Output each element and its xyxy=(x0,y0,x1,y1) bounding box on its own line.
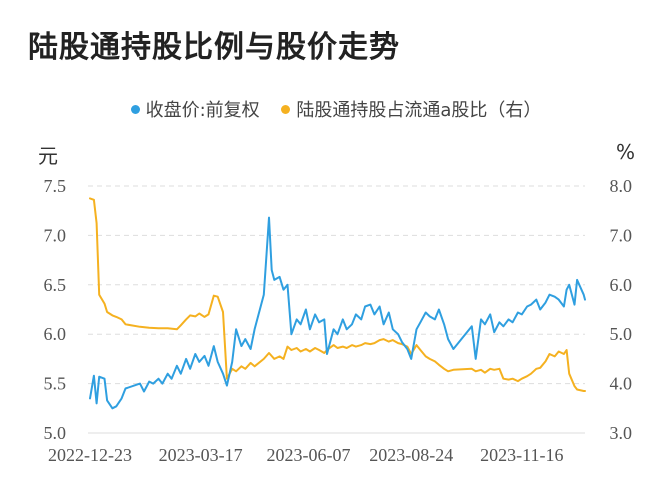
x-tick-label: 2023-03-17 xyxy=(159,445,243,465)
holding-ratio-series-line xyxy=(89,197,586,392)
price-series-line xyxy=(89,216,586,410)
y-right-tick-label: 4.0 xyxy=(610,374,633,394)
y-right-tick-label: 6.0 xyxy=(610,275,633,295)
y-right-tick-label: 5.0 xyxy=(610,324,633,344)
chart-legend: 收盘价:前复权 陆股通持股占流通a股比（右） xyxy=(0,96,672,122)
y-right-tick-label: 7.0 xyxy=(610,225,633,245)
y-left-tick-label: 6.5 xyxy=(44,275,67,295)
x-tick-label: 2023-11-16 xyxy=(480,445,563,465)
legend-label-holding-ratio: 陆股通持股占流通a股比（右） xyxy=(296,100,542,121)
y-left-tick-label: 5.5 xyxy=(44,374,67,394)
y-left-tick-label: 6.0 xyxy=(44,324,67,344)
right-axis-unit: % xyxy=(616,140,636,164)
legend-marker-price xyxy=(130,104,140,114)
x-tick-label: 2023-06-07 xyxy=(267,445,351,465)
x-tick-label: 2023-08-24 xyxy=(369,445,453,465)
legend-marker-holding-ratio xyxy=(281,104,291,114)
x-tick-label: 2022-12-23 xyxy=(48,445,132,465)
y-right-tick-label: 3.0 xyxy=(610,423,633,443)
y-left-tick-label: 5.0 xyxy=(44,423,67,443)
y-right-tick-label: 8.0 xyxy=(610,176,633,196)
chart-title: 陆股通持股比例与股价走势 xyxy=(28,30,400,65)
legend-item-holding-ratio[interactable]: 陆股通持股占流通a股比（右） xyxy=(281,96,541,122)
legend-label-price: 收盘价:前复权 xyxy=(145,100,260,121)
y-left-tick-label: 7.5 xyxy=(44,176,67,196)
legend-item-price[interactable]: 收盘价:前复权 xyxy=(130,96,260,122)
left-axis-unit: 元 xyxy=(38,144,58,168)
y-left-tick-label: 7.0 xyxy=(44,225,67,245)
